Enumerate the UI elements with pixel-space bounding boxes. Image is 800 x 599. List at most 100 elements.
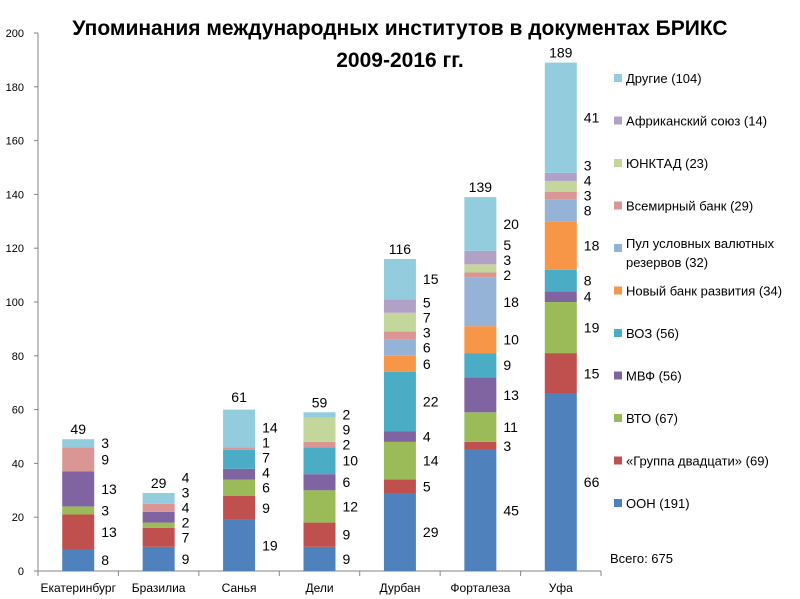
bar-segment bbox=[303, 447, 336, 475]
segment-value-label: 3 bbox=[584, 188, 592, 204]
segment-value-label: 10 bbox=[343, 453, 359, 469]
bar-segment bbox=[142, 527, 175, 547]
segment-value-label: 19 bbox=[262, 537, 278, 553]
y-tick-label: 120 bbox=[6, 243, 24, 255]
x-category-label: Дели bbox=[305, 581, 333, 595]
segment-value-label: 4 bbox=[423, 429, 431, 445]
segment-value-label: 45 bbox=[503, 502, 519, 518]
y-tick-label: 200 bbox=[6, 28, 24, 40]
bar-segment bbox=[383, 339, 416, 356]
segment-value-label: 3 bbox=[182, 484, 190, 500]
total-note: Всего: 675 bbox=[610, 551, 673, 566]
segment-value-label: 13 bbox=[503, 387, 519, 403]
bar-segment bbox=[544, 221, 577, 270]
segment-value-label: 7 bbox=[423, 310, 431, 326]
bar-segment bbox=[544, 353, 577, 394]
bar-segment bbox=[303, 441, 336, 448]
bar-segment bbox=[383, 441, 416, 480]
x-category-label: Бразилиа bbox=[132, 581, 186, 595]
segment-value-label: 9 bbox=[343, 551, 351, 567]
legend-label: ВОЗ (56) bbox=[626, 326, 679, 341]
segment-value-label: 18 bbox=[503, 294, 519, 310]
legend-swatch bbox=[614, 74, 622, 82]
legend-swatch bbox=[614, 499, 622, 507]
segment-value-label: 2 bbox=[343, 437, 351, 453]
segment-value-label: 6 bbox=[423, 356, 431, 372]
segment-value-label: 9 bbox=[343, 527, 351, 543]
bar-segment bbox=[223, 409, 256, 448]
bar-segment bbox=[544, 199, 577, 222]
segment-value-label: 4 bbox=[182, 499, 190, 515]
legend-swatch bbox=[614, 159, 622, 167]
segment-value-label: 9 bbox=[503, 357, 511, 373]
bar-segment bbox=[62, 447, 95, 472]
bar-segment bbox=[223, 479, 256, 496]
bar-segment bbox=[383, 431, 416, 442]
segment-value-label: 3 bbox=[423, 325, 431, 341]
bar-segment bbox=[464, 277, 497, 327]
segment-value-label: 66 bbox=[584, 474, 600, 490]
segment-value-label: 3 bbox=[503, 252, 511, 268]
bar-total-label: 61 bbox=[231, 389, 247, 405]
segment-value-label: 13 bbox=[101, 524, 117, 540]
y-tick-label: 180 bbox=[6, 82, 24, 94]
bar-total-label: 189 bbox=[549, 45, 573, 61]
legend-swatch bbox=[614, 244, 622, 252]
segment-value-label: 14 bbox=[423, 453, 439, 469]
bar-segment bbox=[62, 439, 95, 448]
bar-segment bbox=[464, 412, 497, 442]
bar-segment bbox=[464, 197, 497, 251]
bar-segment bbox=[464, 449, 497, 571]
bar-segment bbox=[544, 291, 577, 302]
segment-value-label: 8 bbox=[584, 203, 592, 219]
bar-segment bbox=[303, 474, 336, 491]
segment-value-label: 4 bbox=[262, 465, 270, 481]
bars bbox=[62, 62, 577, 571]
segment-value-label: 3 bbox=[101, 435, 109, 451]
legend-label: Пул условных валютных резервов (32) bbox=[626, 236, 775, 270]
bar-segment bbox=[464, 272, 497, 278]
y-tick-label: 160 bbox=[6, 136, 24, 148]
segment-value-label: 2 bbox=[503, 267, 511, 283]
legend-label: ВТО (67) bbox=[626, 411, 678, 426]
segment-value-label: 13 bbox=[101, 481, 117, 497]
bar-segment bbox=[223, 519, 256, 571]
segment-value-label: 2 bbox=[182, 514, 190, 530]
data-labels: 8133139349972434291996471146199126102925… bbox=[70, 45, 599, 569]
y-tick-label: 40 bbox=[12, 458, 24, 470]
segment-value-label: 7 bbox=[262, 450, 270, 466]
x-category-label: Санья bbox=[222, 581, 257, 595]
bar-segment bbox=[544, 191, 577, 200]
segment-value-label: 18 bbox=[584, 238, 600, 254]
legend-swatch bbox=[614, 456, 622, 465]
bar-segment bbox=[223, 447, 256, 450]
bar-segment bbox=[303, 412, 336, 418]
chart-title-line-1: Упоминания международных институтов в до… bbox=[72, 17, 727, 40]
bar-segment bbox=[383, 258, 416, 300]
segment-value-label: 15 bbox=[584, 365, 600, 381]
bar-segment bbox=[464, 326, 497, 354]
bar-segment bbox=[464, 353, 497, 378]
bar-segment bbox=[464, 264, 497, 273]
segment-value-label: 22 bbox=[423, 394, 439, 410]
x-category-label: Дурбан bbox=[380, 581, 421, 595]
bar-segment bbox=[464, 250, 497, 265]
bar-segment bbox=[464, 377, 497, 413]
bar-segment bbox=[223, 449, 256, 469]
bar-segment bbox=[62, 549, 95, 571]
segment-value-label: 4 bbox=[584, 173, 592, 189]
bar-segment bbox=[544, 269, 577, 292]
segment-value-label: 19 bbox=[584, 320, 600, 336]
bar-segment bbox=[383, 355, 416, 372]
segment-value-label: 11 bbox=[503, 419, 518, 435]
bar-segment bbox=[544, 172, 577, 181]
segment-value-label: 41 bbox=[584, 110, 600, 126]
bar-segment bbox=[544, 393, 577, 571]
legend-label: ООН (191) bbox=[626, 496, 690, 511]
segment-value-label: 5 bbox=[503, 237, 511, 253]
bar-segment bbox=[544, 62, 577, 173]
legend-label: МВФ (56) bbox=[626, 369, 682, 384]
legend-swatch bbox=[614, 116, 622, 125]
